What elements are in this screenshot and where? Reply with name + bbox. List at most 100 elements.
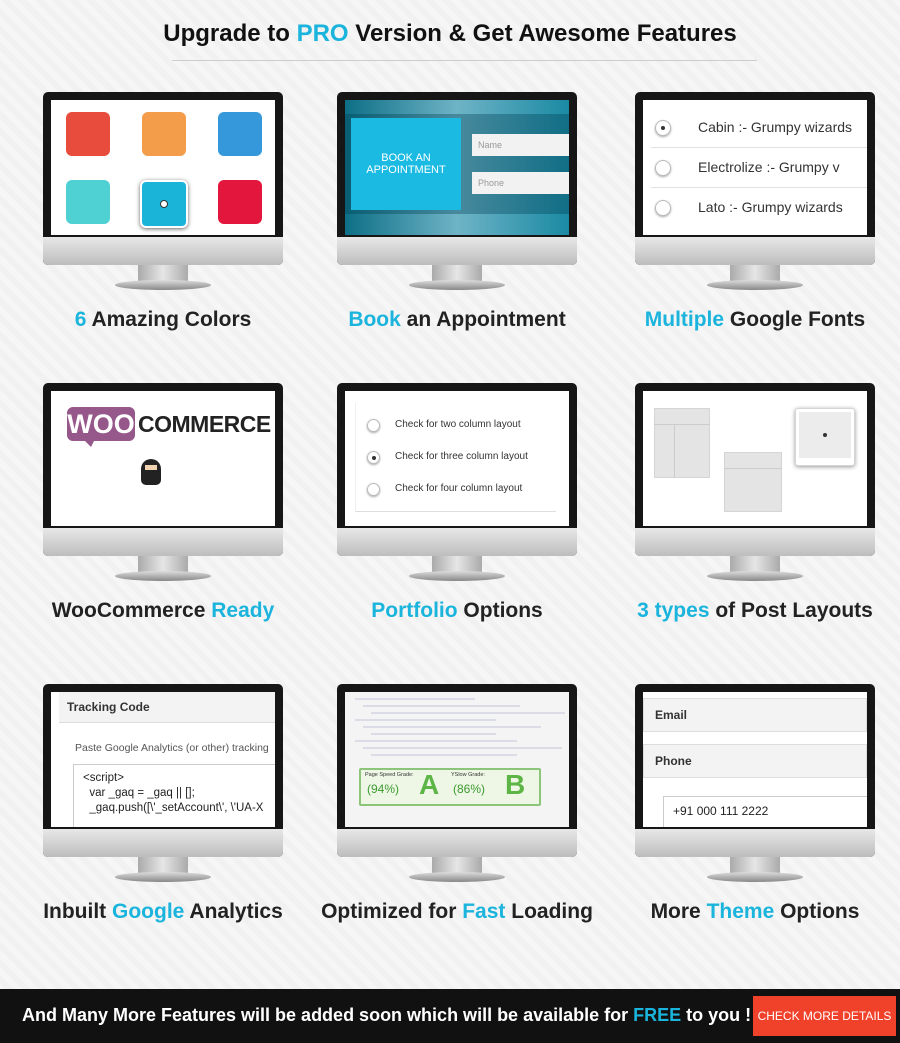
screen: Check for two column layout Check for thr… — [345, 391, 569, 526]
input-field: Phone — [472, 172, 569, 194]
text-segment: PRO — [296, 20, 349, 47]
title-rule — [172, 60, 757, 61]
radio — [367, 483, 380, 496]
grade-score: (86%) — [453, 782, 486, 796]
monitor — [635, 383, 875, 583]
feature-caption: Portfolio Options — [307, 599, 607, 623]
box-dot — [823, 433, 827, 437]
divider — [651, 187, 867, 188]
text-segment: Book — [348, 308, 401, 331]
field-header — [643, 698, 867, 732]
text-segment: More — [650, 900, 707, 923]
text-segment: Analytics — [184, 900, 283, 923]
grade-letter: A — [419, 769, 440, 800]
screen: Cabin :- Grumpy wizards Electrolize :- Gr… — [643, 100, 867, 235]
text-segment: Loading — [505, 900, 593, 923]
monitor-neck — [730, 857, 780, 875]
code-line: <script> — [83, 772, 124, 784]
monitor-chin — [43, 829, 283, 857]
monitor-chin — [337, 528, 577, 556]
radio — [655, 160, 671, 176]
input-field: Name — [472, 134, 569, 156]
monitor-chin — [337, 237, 577, 265]
monitor-base — [409, 872, 505, 882]
box-line — [674, 424, 675, 478]
page-title: Upgrade to PRO Version & Get Awesome Fea… — [0, 20, 900, 48]
feature-caption: 3 types of Post Layouts — [605, 599, 900, 623]
color-swatch — [218, 112, 262, 156]
field-header — [643, 744, 867, 778]
text-segment: 3 types — [637, 599, 710, 622]
grade-box — [359, 768, 541, 806]
monitor-base — [707, 571, 803, 581]
monitor-neck — [432, 857, 482, 875]
field-label: Phone — [655, 754, 692, 768]
box-line — [724, 468, 782, 469]
monitor-base — [115, 280, 211, 290]
text-segment: Google — [112, 900, 185, 923]
text-segment: And Many More Features will be added soo… — [22, 1005, 634, 1025]
text-segment: Version & Get Awesome Features — [348, 20, 737, 47]
text-segment: Theme — [706, 900, 775, 923]
color-swatch — [140, 180, 188, 228]
monitor-base — [409, 280, 505, 290]
screen: Tracking Code Paste Google Analytics (or … — [51, 692, 275, 827]
code-bg — [371, 712, 565, 714]
radio — [655, 200, 671, 216]
monitor: Tracking Code Paste Google Analytics (or … — [43, 684, 283, 884]
text-segment: Options — [774, 900, 860, 923]
grade-score: (94%) — [367, 782, 400, 796]
feature-caption: WooCommerce Ready — [13, 599, 313, 623]
monitor: Check for two column layout Check for thr… — [337, 383, 577, 583]
input-value: +91 000 111 2222 — [673, 804, 769, 818]
screen: Email Phone +91 000 111 2222 — [643, 692, 867, 827]
text-segment: Amazing Colors — [86, 308, 252, 331]
text-segment: WooCommerce — [51, 599, 212, 622]
screen — [643, 391, 867, 526]
monitor-neck — [432, 265, 482, 283]
ninja-face — [145, 465, 157, 470]
text-segment: FREE — [633, 1005, 682, 1025]
code-bg — [363, 705, 520, 707]
text-segment: Ready — [211, 599, 275, 622]
code-bg — [363, 747, 562, 749]
font-option: Lato :- Grumpy wizards — [698, 199, 843, 215]
feature-caption: 6 Amazing Colors — [13, 308, 313, 332]
monitor-neck — [730, 265, 780, 283]
text-segment: Fast — [462, 900, 506, 923]
box-line — [654, 424, 710, 425]
grade-label: Page Speed Grade: — [365, 772, 414, 778]
grade-label: YSlow Grade: — [451, 772, 485, 778]
appointment-button: BOOK AN APPOINTMENT — [351, 118, 461, 210]
code-bg — [355, 698, 475, 700]
details-button[interactable]: CHECK MORE DETAILS — [753, 996, 896, 1036]
monitor-neck — [138, 265, 188, 283]
panel-heading: Tracking Code — [67, 700, 150, 714]
monitor-base — [707, 280, 803, 290]
code-bg — [355, 719, 496, 721]
radio — [367, 419, 380, 432]
text-segment: to you ! — [681, 1005, 752, 1025]
code-bg — [363, 726, 541, 728]
hint: Paste Google Analytics (or other) tracki… — [75, 742, 269, 754]
color-swatch — [66, 112, 110, 156]
code-bg — [371, 733, 496, 735]
monitor-neck — [730, 556, 780, 574]
monitor-base — [707, 872, 803, 882]
text-segment: Upgrade to — [163, 20, 297, 47]
footer-bar: And Many More Features will be added soo… — [0, 989, 900, 1043]
monitor-base — [115, 571, 211, 581]
radio-dot — [661, 126, 665, 130]
woo-word: COMMERCE — [138, 411, 271, 437]
color-swatch — [142, 112, 186, 156]
monitor-chin — [43, 528, 283, 556]
monitor-base — [409, 571, 505, 581]
code-box — [73, 764, 275, 827]
divider — [651, 147, 867, 148]
ninja — [141, 459, 161, 485]
feature-caption: Inbuilt Google Analytics — [13, 900, 313, 924]
text-segment: of Post Layouts — [709, 599, 873, 622]
panel — [355, 403, 556, 512]
layout-box — [654, 408, 710, 478]
